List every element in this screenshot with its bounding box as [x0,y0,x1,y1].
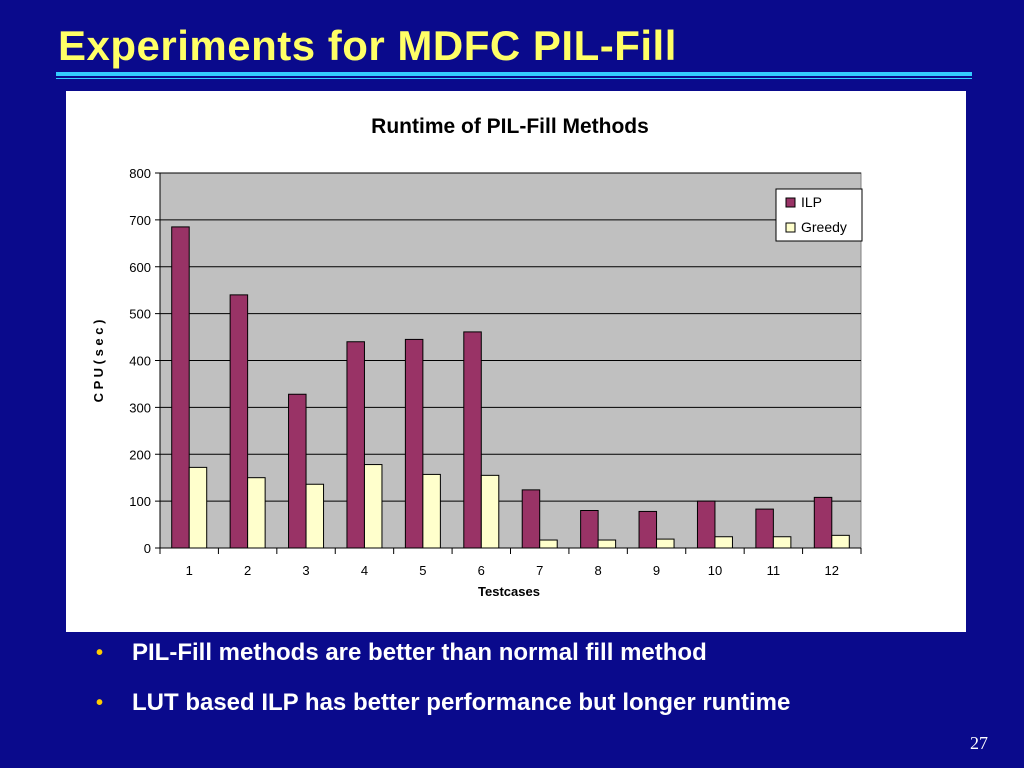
y-tick-label: 300 [129,400,151,415]
y-tick-label: 400 [129,354,151,369]
y-axis-label: C P U ( s e c ) [91,320,106,403]
bullet-item: • LUT based ILP has better performance bu… [92,686,790,736]
bar-ilp-7 [521,489,541,549]
y-tick-labels: 0 100 200 300 400 500 600 700 800 [129,166,151,556]
x-tick-label: 10 [708,563,722,578]
bar-ilp-5 [404,338,424,549]
x-tick-label: 9 [653,563,660,578]
bar-ilp-1 [171,226,190,549]
x-tick-label: 5 [419,563,426,578]
bar-greedy-9 [656,538,675,549]
x-axis-label: Testcases [478,584,540,599]
title-underline [56,72,972,76]
bar-ilp-2 [229,294,249,549]
bar-ilp-12 [813,496,833,549]
x-tick-labels: 1 2 3 4 5 6 7 8 9 10 11 12 [186,563,839,578]
y-tick-label: 800 [129,166,151,181]
chart-title: Runtime of PIL-Fill Methods [371,115,649,138]
y-tick-label: 600 [129,260,151,275]
y-tick-label: 100 [129,494,151,509]
bar-ilp-9 [638,510,658,549]
legend-label-ilp: ILP [801,194,822,210]
legend: ILP Greedy [775,188,863,242]
slide-title: Experiments for MDFC PIL-Fill [58,22,677,69]
y-tick-label: 700 [129,213,151,228]
title-underline-thin [56,78,972,79]
x-tick-label: 2 [244,563,251,578]
bar-ilp-6 [463,331,482,549]
bar-greedy-12 [831,534,850,549]
y-tick-label: 500 [129,307,151,322]
x-tick-label: 6 [478,563,485,578]
bar-greedy-10 [714,536,733,549]
axes [155,172,862,554]
bar-greedy-11 [772,536,792,549]
legend-label-greedy: Greedy [801,219,847,235]
x-tick-label: 7 [536,563,543,578]
bullet-item: • PIL-Fill methods are better than normal… [92,636,790,686]
bar-ilp-4 [346,341,365,549]
bar-greedy-7 [539,539,558,549]
legend-swatch-greedy [785,222,796,233]
bar-greedy-3 [305,483,325,549]
bar-greedy-2 [247,477,266,549]
bar-ilp-3 [288,393,307,549]
y-tick-label: 0 [144,541,151,556]
gridlines [160,172,861,502]
bar-ilp-8 [580,510,599,549]
x-tick-label: 8 [595,563,602,578]
bullet-list: • PIL-Fill methods are better than normal… [92,636,790,736]
bar-ilp-11 [755,508,774,549]
chart-panel: Runtime of PIL-Fill Methods 0 100 200 300 40… [66,91,966,632]
x-tick-label: 3 [302,563,309,578]
legend-swatch-ilp [785,197,796,208]
x-tick-label: 12 [825,563,839,578]
x-tick-label: 1 [186,563,193,578]
bullet-dot-icon: • [96,642,104,664]
bar-greedy-1 [188,466,208,549]
bullet-dot-icon: • [96,692,104,714]
bars-group [171,226,850,549]
x-tick-label: 4 [361,563,368,578]
bar-chart: Runtime of PIL-Fill Methods 010020030040… [91,115,863,599]
bullet-text: PIL-Fill methods are better than normal … [132,639,707,666]
x-tick-label: 11 [767,563,781,578]
bar-greedy-4 [363,464,383,549]
bar-greedy-5 [422,473,441,549]
bar-greedy-8 [597,539,617,549]
bar-ilp-10 [696,500,716,549]
bullet-text: LUT based ILP has better performance but… [132,689,791,716]
page-number: 27 [970,733,988,753]
y-tick-label: 200 [129,447,151,462]
bar-greedy-6 [480,474,500,549]
